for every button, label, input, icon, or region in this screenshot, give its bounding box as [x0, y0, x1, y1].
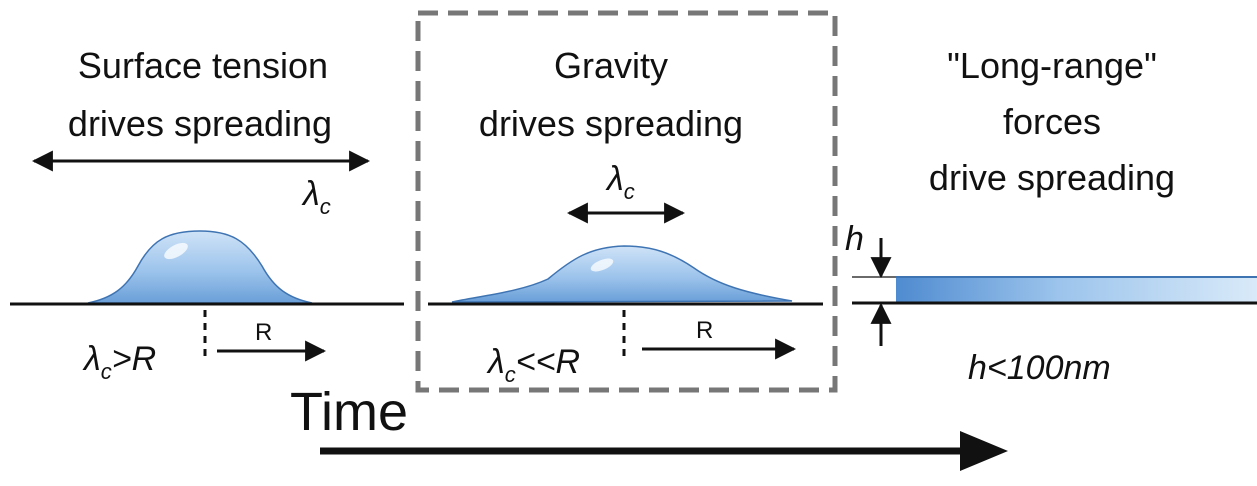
panel1-lambda-label: λc — [301, 175, 331, 219]
time-label: Time — [290, 382, 408, 442]
panel-surface-tension: Surface tension drives spreading λc R λc… — [10, 45, 404, 384]
panel1-title-line1: Surface tension — [78, 45, 328, 86]
panel1-condition: λc>R — [82, 340, 156, 384]
thin-film — [896, 277, 1257, 302]
time-arrow-head — [960, 431, 1008, 471]
panel3-condition: h<100nm — [968, 349, 1111, 387]
panel2-droplet — [451, 245, 793, 303]
panel3-title-line2: forces — [1003, 101, 1101, 142]
panel1-droplet — [87, 230, 313, 304]
panel1-droplet-highlight — [164, 242, 188, 260]
thickness-label: h — [845, 220, 864, 258]
panel2-condition: λc<<R — [486, 343, 580, 387]
panel-long-range: "Long-range" forces drive spreading h h<… — [845, 45, 1257, 387]
panel3-title-line1: "Long-range" — [947, 45, 1157, 86]
panel1-radius-label: R — [255, 319, 272, 346]
panel3-title-line3: drive spreading — [929, 157, 1175, 198]
time-axis: Time — [290, 382, 1008, 471]
gravity-dashed-box — [415, 10, 838, 393]
panel2-droplet-highlight — [590, 258, 614, 272]
panel2-title-line1: Gravity — [554, 45, 668, 86]
panel-gravity: Gravity drives spreading λc R λc<<R — [415, 10, 838, 393]
panel1-title-line2: drives spreading — [68, 103, 332, 144]
panel2-lambda-label: λc — [605, 160, 635, 204]
panel2-title-line2: drives spreading — [479, 103, 743, 144]
panel2-radius-label: R — [696, 317, 713, 344]
